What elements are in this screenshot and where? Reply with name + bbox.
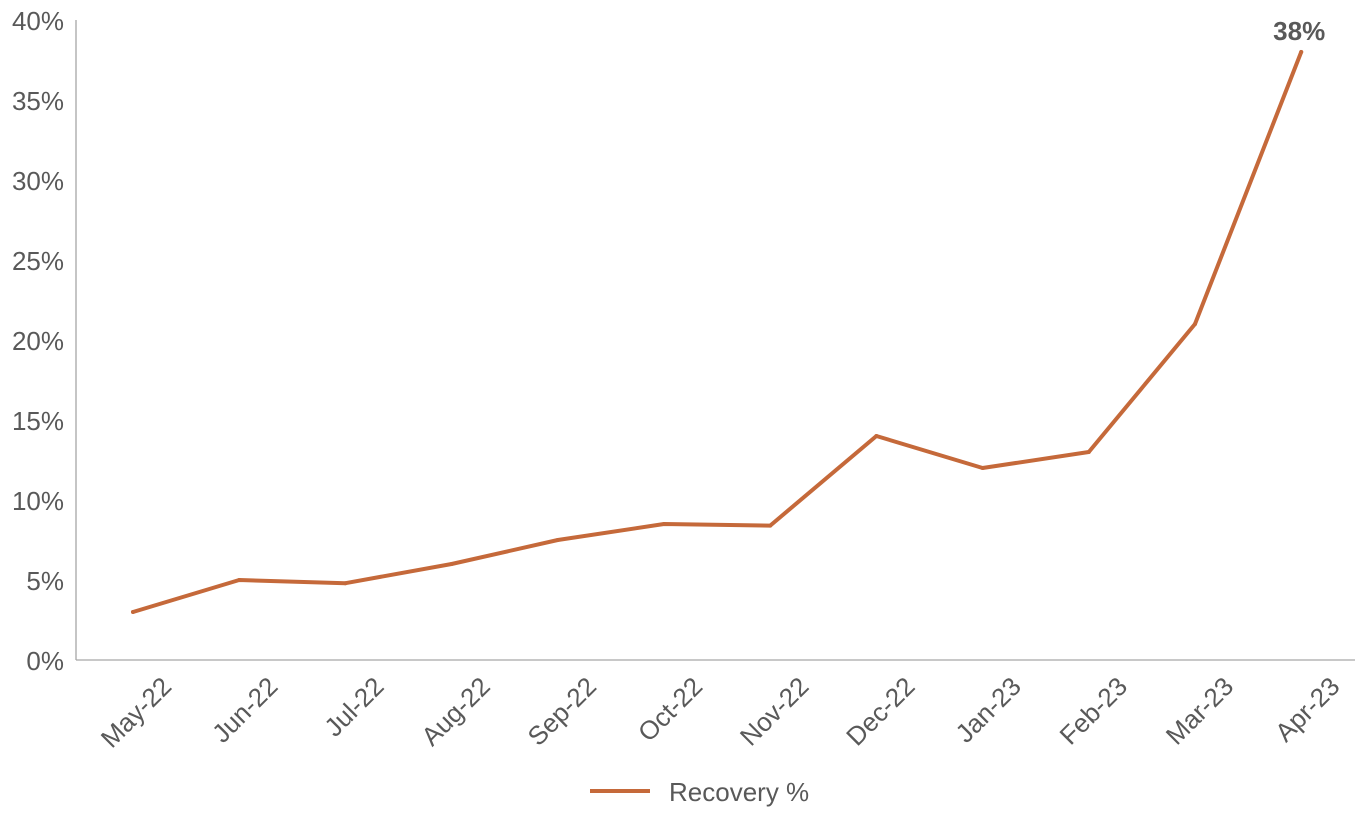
- legend-label-recovery: Recovery %: [669, 777, 809, 807]
- x-tick-label: Jun-22: [206, 671, 283, 748]
- y-tick-label: 35%: [12, 86, 64, 116]
- y-axis: 0% 5% 10% 15% 20% 25% 30% 35% 40%: [12, 6, 77, 676]
- data-point: [1299, 50, 1304, 54]
- data-point: [237, 578, 242, 582]
- x-tick-label: Jul-22: [318, 671, 389, 742]
- y-tick-label: 10%: [12, 486, 64, 516]
- y-tick-label: 25%: [12, 246, 64, 276]
- data-labels: 38%: [1273, 16, 1325, 46]
- y-tick-label: 15%: [12, 406, 64, 436]
- data-point: [131, 610, 135, 614]
- data-point: [874, 434, 879, 438]
- data-point: [1193, 322, 1197, 326]
- y-tick-label: 40%: [12, 6, 64, 36]
- x-tick-label: Oct-22: [632, 671, 708, 747]
- x-tick-label: Nov-22: [734, 671, 814, 751]
- data-point: [662, 522, 666, 526]
- x-tick-label: Sep-22: [522, 671, 602, 751]
- data-point: [768, 523, 773, 528]
- x-tick-label: Aug-22: [415, 671, 495, 751]
- y-tick-label: 20%: [12, 326, 64, 356]
- x-tick-label: Apr-23: [1269, 671, 1345, 747]
- series-lines: [131, 50, 1304, 614]
- y-tick-label: 0%: [26, 646, 64, 676]
- x-tick-label: Dec-22: [840, 671, 920, 751]
- y-tick-label: 5%: [26, 566, 64, 596]
- x-tick-label: Feb-23: [1054, 671, 1133, 750]
- x-tick-label: May-22: [95, 671, 178, 754]
- data-point: [555, 538, 560, 542]
- data-point: [449, 562, 454, 566]
- series-line-recovery: [131, 50, 1304, 614]
- x-axis: May-22 Jun-22 Jul-22 Aug-22 Sep-22 Oct-22 Nov-…: [76, 659, 1355, 754]
- legend: Recovery %: [590, 777, 809, 807]
- x-tick-label: Jan-23: [949, 671, 1026, 748]
- y-tick-label: 30%: [12, 166, 64, 196]
- data-point: [980, 466, 985, 470]
- data-point: [1086, 450, 1091, 454]
- x-tick-label: Mar-23: [1160, 671, 1239, 750]
- data-point: [343, 581, 348, 586]
- data-label: 38%: [1273, 16, 1325, 46]
